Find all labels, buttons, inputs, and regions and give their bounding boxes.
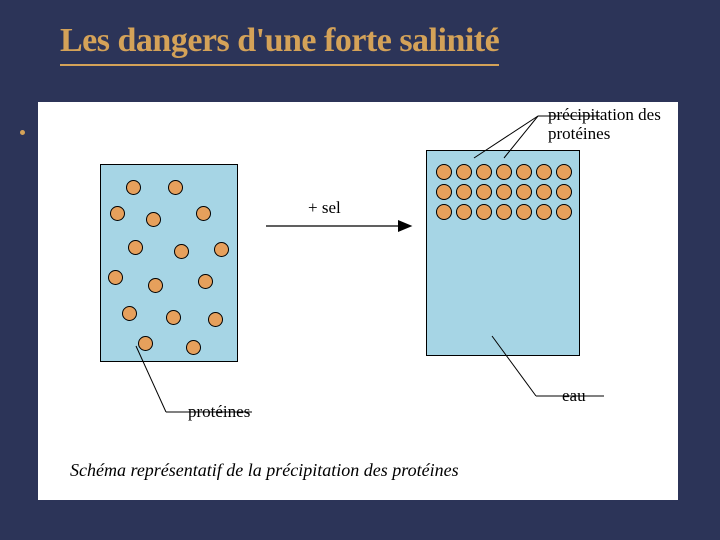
protein-particle [110,206,125,221]
protein-particle [214,242,229,257]
protein-particle [166,310,181,325]
label-eau: eau [562,386,586,406]
diagram-panel: + sel protéines précipitation des protéi… [38,102,678,500]
protein-particle [556,184,572,200]
protein-particle [436,204,452,220]
protein-particle [436,164,452,180]
protein-particle [536,204,552,220]
protein-particle [198,274,213,289]
slide-title: Les dangers d'une forte salinité [60,22,499,66]
protein-particle [536,184,552,200]
protein-particle [516,164,532,180]
protein-particle [122,306,137,321]
protein-particle [148,278,163,293]
protein-particle [496,204,512,220]
protein-particle [138,336,153,351]
protein-particle [496,164,512,180]
protein-particle [516,184,532,200]
protein-particle [456,204,472,220]
protein-particle [516,204,532,220]
protein-particle [556,164,572,180]
protein-particle [496,184,512,200]
protein-particle [476,204,492,220]
protein-particle [128,240,143,255]
slide: Les dangers d'une forte salinité + sel p… [0,0,720,540]
protein-particle [456,164,472,180]
callout-eau [38,102,678,500]
protein-particle [476,164,492,180]
diagram-caption: Schéma représentatif de la précipitation… [70,460,459,481]
protein-particle [108,270,123,285]
protein-particle [456,184,472,200]
bullet-dot [20,130,25,135]
protein-particle [168,180,183,195]
protein-particle [536,164,552,180]
protein-particle [174,244,189,259]
protein-particle [476,184,492,200]
protein-particle [146,212,161,227]
protein-particle [556,204,572,220]
protein-particle [196,206,211,221]
protein-particle [436,184,452,200]
protein-particle [126,180,141,195]
protein-particle [208,312,223,327]
protein-particle [186,340,201,355]
